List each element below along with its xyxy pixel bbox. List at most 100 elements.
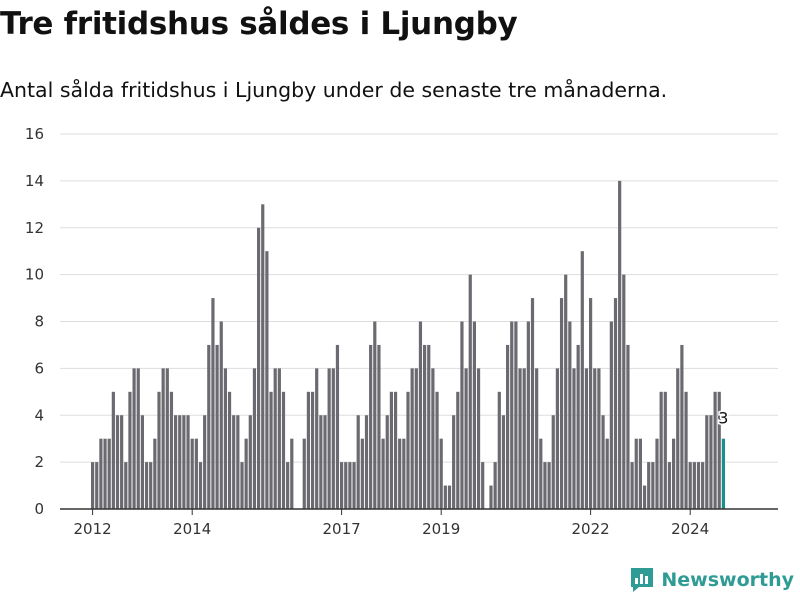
bar bbox=[510, 321, 514, 509]
y-tick-label: 4 bbox=[34, 406, 44, 424]
y-tick-label: 6 bbox=[34, 359, 44, 377]
bar bbox=[248, 415, 252, 509]
bar bbox=[638, 438, 642, 509]
bar bbox=[315, 368, 319, 509]
bar bbox=[464, 368, 468, 509]
bar bbox=[543, 462, 547, 509]
chart-subtitle: Antal sålda fritidshus i Ljungby under d… bbox=[0, 78, 668, 102]
bar bbox=[136, 368, 140, 509]
bar bbox=[153, 438, 157, 509]
bar bbox=[203, 415, 207, 509]
bar bbox=[526, 321, 530, 509]
bar bbox=[576, 344, 580, 509]
bar bbox=[535, 368, 539, 509]
bar bbox=[190, 438, 194, 509]
bar bbox=[655, 438, 659, 509]
bar bbox=[103, 438, 107, 509]
bars bbox=[91, 180, 725, 509]
bar bbox=[340, 462, 344, 509]
bar bbox=[236, 415, 240, 509]
x-tick-label: 2012 bbox=[74, 520, 112, 538]
bar bbox=[667, 462, 672, 509]
bar bbox=[489, 485, 493, 509]
bar bbox=[128, 391, 132, 509]
bar bbox=[406, 391, 410, 509]
bar bbox=[140, 415, 144, 509]
bar bbox=[597, 368, 601, 509]
bar bbox=[593, 368, 597, 509]
bar bbox=[385, 415, 389, 509]
bar bbox=[551, 415, 555, 509]
x-tick-label: 2024 bbox=[671, 520, 709, 538]
bar bbox=[335, 344, 340, 509]
bar bbox=[207, 344, 211, 509]
bar bbox=[91, 462, 95, 509]
bar bbox=[713, 391, 717, 509]
bar bbox=[186, 415, 190, 509]
bar bbox=[286, 462, 290, 509]
bar bbox=[381, 438, 385, 509]
bar bbox=[676, 368, 680, 509]
bar bbox=[476, 368, 481, 509]
last-value-label: 3 bbox=[718, 409, 728, 428]
bar bbox=[107, 438, 111, 509]
bar bbox=[165, 368, 169, 509]
y-tick-label: 14 bbox=[25, 172, 44, 190]
bar bbox=[277, 368, 281, 509]
bar bbox=[261, 204, 265, 509]
bar bbox=[410, 368, 414, 509]
bar bbox=[497, 391, 501, 509]
bar bbox=[472, 321, 476, 509]
bar bbox=[568, 321, 572, 509]
bar bbox=[273, 368, 277, 509]
bar bbox=[290, 438, 294, 509]
bar bbox=[240, 462, 244, 509]
bar bbox=[634, 438, 638, 509]
bar bbox=[281, 391, 286, 509]
bar bbox=[161, 368, 165, 509]
bar bbox=[223, 368, 227, 509]
bar bbox=[601, 415, 605, 509]
bar bbox=[393, 391, 398, 509]
bar bbox=[514, 321, 518, 509]
bar bbox=[680, 344, 684, 509]
bar bbox=[530, 298, 535, 509]
bar bbox=[327, 368, 331, 509]
bar bbox=[252, 368, 257, 509]
bar bbox=[564, 274, 568, 509]
bar bbox=[468, 274, 472, 509]
bar bbox=[178, 415, 182, 509]
bar bbox=[306, 391, 310, 509]
data-labels: 3 bbox=[717, 407, 730, 429]
x-tick-label: 2019 bbox=[422, 520, 460, 538]
bar bbox=[111, 391, 115, 509]
x-tick-label: 2014 bbox=[173, 520, 211, 538]
bar bbox=[431, 368, 435, 509]
y-tick-label: 8 bbox=[34, 313, 44, 331]
bar bbox=[331, 368, 335, 509]
highlight-bar bbox=[721, 438, 725, 509]
bar bbox=[452, 415, 456, 509]
y-tick-label: 12 bbox=[25, 219, 44, 237]
bar bbox=[518, 368, 522, 509]
x-axis: 2012 2014 2017 2019 2022 2024 bbox=[60, 508, 778, 538]
bar bbox=[501, 415, 506, 509]
bar bbox=[364, 415, 369, 509]
bar bbox=[398, 438, 402, 509]
bar bbox=[377, 344, 381, 509]
bar bbox=[215, 344, 219, 509]
bar bbox=[642, 485, 647, 509]
bar bbox=[144, 462, 149, 509]
bar bbox=[618, 180, 622, 509]
bar bbox=[717, 391, 721, 509]
bar bbox=[360, 438, 364, 509]
bar bbox=[559, 298, 564, 509]
newsworthy-logo-icon bbox=[631, 568, 654, 592]
x-tick-label: 2017 bbox=[323, 520, 361, 538]
y-tick-label: 2 bbox=[34, 453, 44, 471]
chart-title: Tre fritidshus såldes i Ljungby bbox=[0, 6, 518, 42]
bar bbox=[580, 251, 584, 509]
brand-logo: Newsworthy bbox=[629, 566, 794, 594]
bar bbox=[651, 462, 655, 509]
bar bbox=[389, 391, 393, 509]
